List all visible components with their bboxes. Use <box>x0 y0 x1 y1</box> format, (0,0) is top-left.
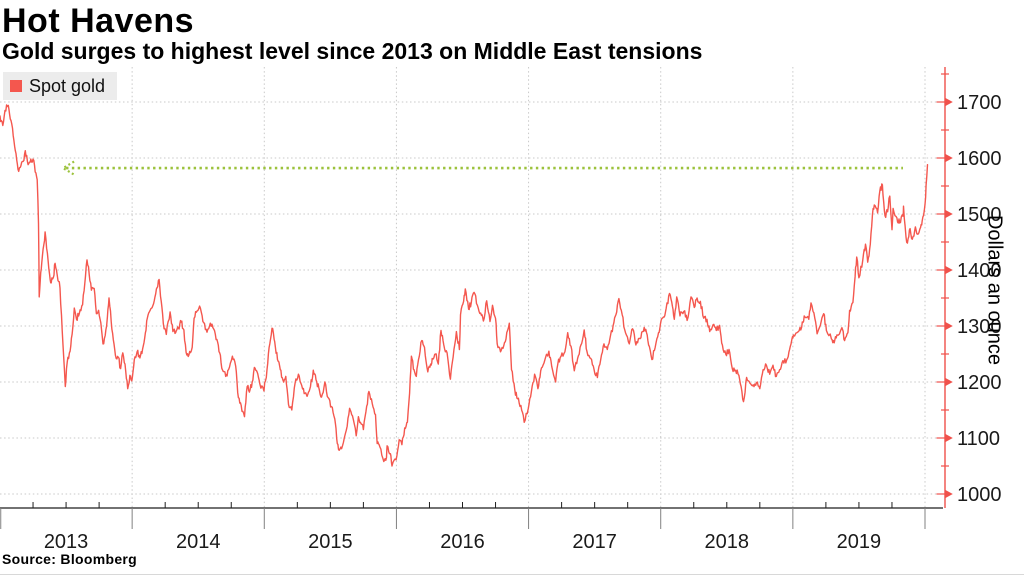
legend: Spot gold <box>3 72 118 100</box>
page-subtitle: Gold surges to highest level since 2013 … <box>2 38 703 64</box>
x-tick-label: 2019 <box>837 531 882 553</box>
reference-line <box>60 160 903 176</box>
y-tick-label: 1000 <box>957 484 1002 506</box>
y-tick-arrow <box>945 377 953 387</box>
legend-label: Spot gold <box>29 75 106 96</box>
x-tick-label: 2017 <box>572 531 617 553</box>
y-tick-label: 1100 <box>957 428 1000 450</box>
y-tick-arrow <box>945 209 953 219</box>
horizontal-gridlines <box>0 101 945 495</box>
y-tick-arrow <box>945 97 953 107</box>
y-axis: 1000 1100 1200 1300 1400 1500 1600 1700 <box>936 67 1002 508</box>
x-tick-label: 2016 <box>440 531 485 553</box>
y-axis-title: Dollars an ounce <box>983 214 1006 366</box>
y-tick-arrow <box>945 433 953 443</box>
y-tick-label: 1500 <box>957 204 1002 226</box>
x-tick-label: 2014 <box>176 531 221 553</box>
y-tick-label: 1400 <box>957 260 1002 282</box>
source-attribution: Source: Bloomberg <box>2 551 138 567</box>
vertical-gridlines <box>131 67 926 508</box>
x-axis <box>0 502 943 529</box>
spot-gold-price-line <box>0 104 929 467</box>
y-tick-label: 1600 <box>957 148 1002 170</box>
x-tick-label: 2013 <box>44 531 89 553</box>
y-tick-arrow <box>945 489 953 499</box>
bottom-divider <box>0 574 1024 575</box>
y-tick-label: 1700 <box>957 92 1002 114</box>
y-tick-label: 1200 <box>957 372 1002 394</box>
y-tick-arrow <box>945 153 953 163</box>
legend-swatch-spot-gold <box>10 80 22 92</box>
y-tick-arrow <box>945 265 953 275</box>
y-tick-label: 1300 <box>957 316 1002 338</box>
year-labels: 2013 2014 2015 2016 2017 2018 2019 <box>44 531 881 553</box>
page-title: Hot Havens <box>2 2 195 40</box>
x-tick-label: 2018 <box>705 531 750 553</box>
y-tick-arrow <box>945 321 953 331</box>
x-tick-label: 2015 <box>308 531 353 553</box>
